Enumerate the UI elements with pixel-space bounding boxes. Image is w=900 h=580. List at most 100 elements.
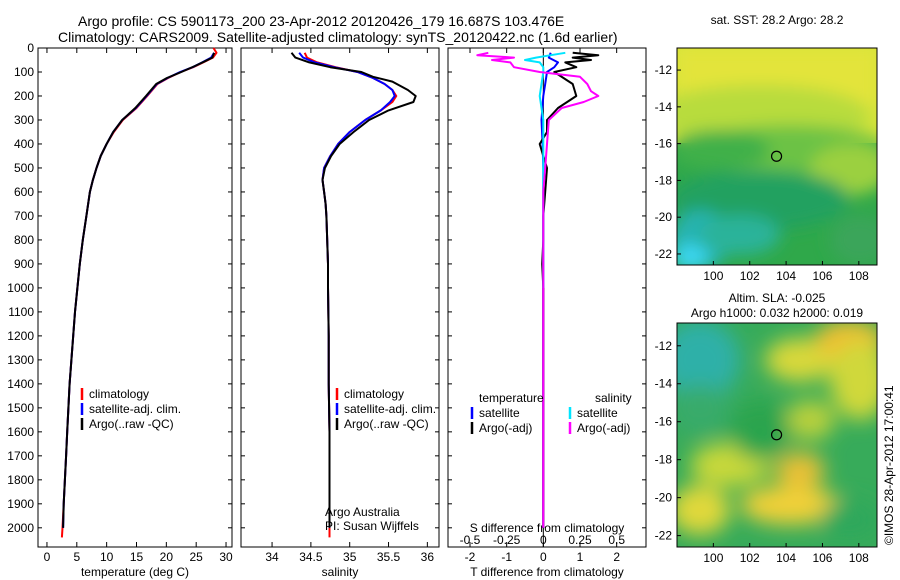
sst_map-frame xyxy=(676,47,878,266)
differences-xtick-label: -1 xyxy=(501,550,512,564)
climatology-title: Climatology: CARS2009. Satellite-adjuste… xyxy=(58,29,618,45)
sst_map-xtick-label: 108 xyxy=(849,269,869,283)
sst_map-argo-marker xyxy=(770,150,783,162)
differences-xtick-label: -2 xyxy=(465,550,476,564)
side-label: ©IMOS 28-Apr-2012 17:00:41 xyxy=(882,385,896,545)
temperature-xtick-label: 5 xyxy=(73,550,80,564)
s-diff-tick-label: -0.5 xyxy=(460,533,481,547)
salinity-xtick-label: 35.5 xyxy=(377,550,401,564)
depth-tick-label: 1000 xyxy=(7,281,34,295)
depth-tick-label: 200 xyxy=(14,89,34,103)
sst_map-ytick-label: -20 xyxy=(655,210,673,224)
differences-series-salinity-argo-adj- xyxy=(476,51,600,528)
legend-title-salinity: salinity xyxy=(595,391,632,405)
salinity-annotation: Argo Australia xyxy=(325,505,400,519)
sla_map-ytick-label: -18 xyxy=(655,453,673,467)
sal-legend-label: satellite xyxy=(577,406,618,420)
depth-tick-label: 1100 xyxy=(8,305,34,319)
sal-legend-label: Argo(-adj) xyxy=(577,421,630,435)
sla_map-argo-marker xyxy=(770,429,783,441)
salinity-legend-label: satellite-adj. clim. xyxy=(344,402,436,416)
sst_map-ytick-label: -18 xyxy=(655,173,673,187)
depth-tick-label: 500 xyxy=(14,161,34,175)
salinity-xlabel: salinity xyxy=(322,565,359,579)
temperature-xlabel: temperature (deg C) xyxy=(81,565,189,579)
temperature-series-argo-raw-qc- xyxy=(62,52,216,528)
sst_map-ytick-label: -14 xyxy=(655,100,673,114)
salinity-xtick-label: 34 xyxy=(265,550,279,564)
salinity-frame xyxy=(240,47,440,548)
sst-map-title: sat. SST: 28.2 Argo: 28.2 xyxy=(711,13,844,27)
salinity-legend-label: Argo(..raw -QC) xyxy=(344,417,429,431)
sla_map-xtick-label: 100 xyxy=(703,551,723,565)
sst-map-raster xyxy=(677,48,877,265)
sst_map-ytick-label: -12 xyxy=(655,63,673,77)
depth-tick-label: 300 xyxy=(14,113,34,127)
sla_map-ytick-label: -16 xyxy=(655,415,673,429)
legend-title-temperature: temperature xyxy=(479,391,544,405)
sla_map-ytick-label: -20 xyxy=(655,491,673,505)
sla_map-ytick-label: -12 xyxy=(655,339,673,353)
depth-tick-label: 1400 xyxy=(7,377,34,391)
sst_map-xtick-label: 102 xyxy=(740,269,760,283)
sla_map-ytick-label: -14 xyxy=(655,377,673,391)
temperature-frame xyxy=(37,47,233,548)
sst_map-ytick-label: -16 xyxy=(655,137,673,151)
salinity-xtick-label: 35 xyxy=(343,550,357,564)
depth-tick-label: 1200 xyxy=(7,329,34,343)
depth-tick-label: 1300 xyxy=(7,353,34,367)
salinity-annotation: PI: Susan Wijffels xyxy=(325,519,419,533)
sla-map-title: Altim. SLA: -0.025 xyxy=(729,291,826,305)
temp-legend-label: Argo(-adj) xyxy=(479,421,532,435)
sla-map-subtitle: Argo h1000: 0.032 h2000: 0.019 xyxy=(691,306,863,320)
salinity-xtick-label: 34.5 xyxy=(299,550,323,564)
temperature-xtick-label: 20 xyxy=(160,550,174,564)
sst_map-xtick-label: 100 xyxy=(703,269,723,283)
depth-tick-label: 1800 xyxy=(7,473,34,487)
depth-tick-label: 700 xyxy=(14,209,34,223)
depth-tick-label: 1600 xyxy=(7,425,34,439)
differences-xtick-label: 1 xyxy=(577,550,584,564)
depth-tick-label: 1500 xyxy=(7,401,34,415)
temperature-legend-label: climatology xyxy=(89,387,149,401)
salinity-series-argo-raw-qc- xyxy=(290,52,417,528)
temperature-xtick-label: 10 xyxy=(100,550,114,564)
depth-tick-label: 800 xyxy=(14,233,34,247)
sst_map-xtick-label: 106 xyxy=(812,269,832,283)
temperature-series-climatology xyxy=(60,47,218,538)
salinity-legend-label: climatology xyxy=(344,387,404,401)
temperature-legend-label: satellite-adj. clim. xyxy=(89,402,181,416)
differences-frame xyxy=(447,47,647,548)
s-diff-tick-label: 0 xyxy=(540,533,547,547)
depth-tick-label: 400 xyxy=(14,137,34,151)
sla_map-ytick-label: -22 xyxy=(655,529,673,543)
temperature-series-satellite-adj-clim- xyxy=(62,52,215,528)
sla_map-frame xyxy=(676,322,878,548)
depth-tick-label: 0 xyxy=(27,41,34,55)
salinity-xtick-label: 36 xyxy=(421,550,435,564)
sla_map-xtick-label: 106 xyxy=(812,551,832,565)
s-diff-tick-label: 0.25 xyxy=(568,533,592,547)
sla_map-xtick-label: 102 xyxy=(740,551,760,565)
profile-title: Argo profile: CS 5901173_200 23-Apr-2012… xyxy=(78,13,565,29)
salinity-series-climatology xyxy=(303,52,398,538)
temperature-legend-label: Argo(..raw -QC) xyxy=(89,417,174,431)
depth-tick-label: 1900 xyxy=(7,497,34,511)
sla-map-raster xyxy=(677,323,877,547)
differences-xtick-label: 0 xyxy=(540,550,547,564)
temperature-xtick-label: 0 xyxy=(44,550,51,564)
temperature-xtick-label: 15 xyxy=(130,550,144,564)
temperature-xtick-label: 30 xyxy=(219,550,233,564)
depth-tick-label: 900 xyxy=(14,257,34,271)
temperature-xtick-label: 25 xyxy=(190,550,204,564)
depth-tick-label: 600 xyxy=(14,185,34,199)
s-diff-tick-label: 0.5 xyxy=(608,533,625,547)
depth-tick-label: 1700 xyxy=(7,449,34,463)
temp-legend-label: satellite xyxy=(479,406,520,420)
differences-xlabel: T difference from climatology xyxy=(470,565,624,579)
salinity-series-satellite-adj-clim- xyxy=(298,52,396,528)
chart-layer: 0 5 10 15 20 25 300100200300400500600700800900… xyxy=(7,13,896,579)
depth-tick-label: 100 xyxy=(14,65,34,79)
